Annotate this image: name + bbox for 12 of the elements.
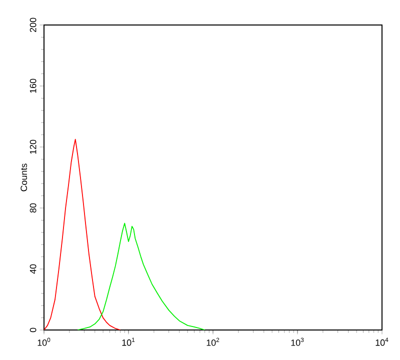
x-tick-label: 10$^{0}$ [38,338,50,346]
y-tick-label: 40 [30,264,36,274]
y-tick-label: 0 [30,328,36,332]
x-tick-label: 10$^{4}$ [376,338,388,346]
x-tick-label: 10$^{3}$ [291,338,304,346]
y-axis-title: Counts [20,164,28,192]
y-tick-label: 120 [30,140,36,154]
y-tick-label: 160 [30,78,36,93]
y-tick-label: 200 [30,18,36,32]
y-tick-label: 80 [30,203,36,213]
x-tick-label: 10$^{1}$ [122,338,135,346]
x-tick-label: 10$^{2}$ [206,338,220,346]
